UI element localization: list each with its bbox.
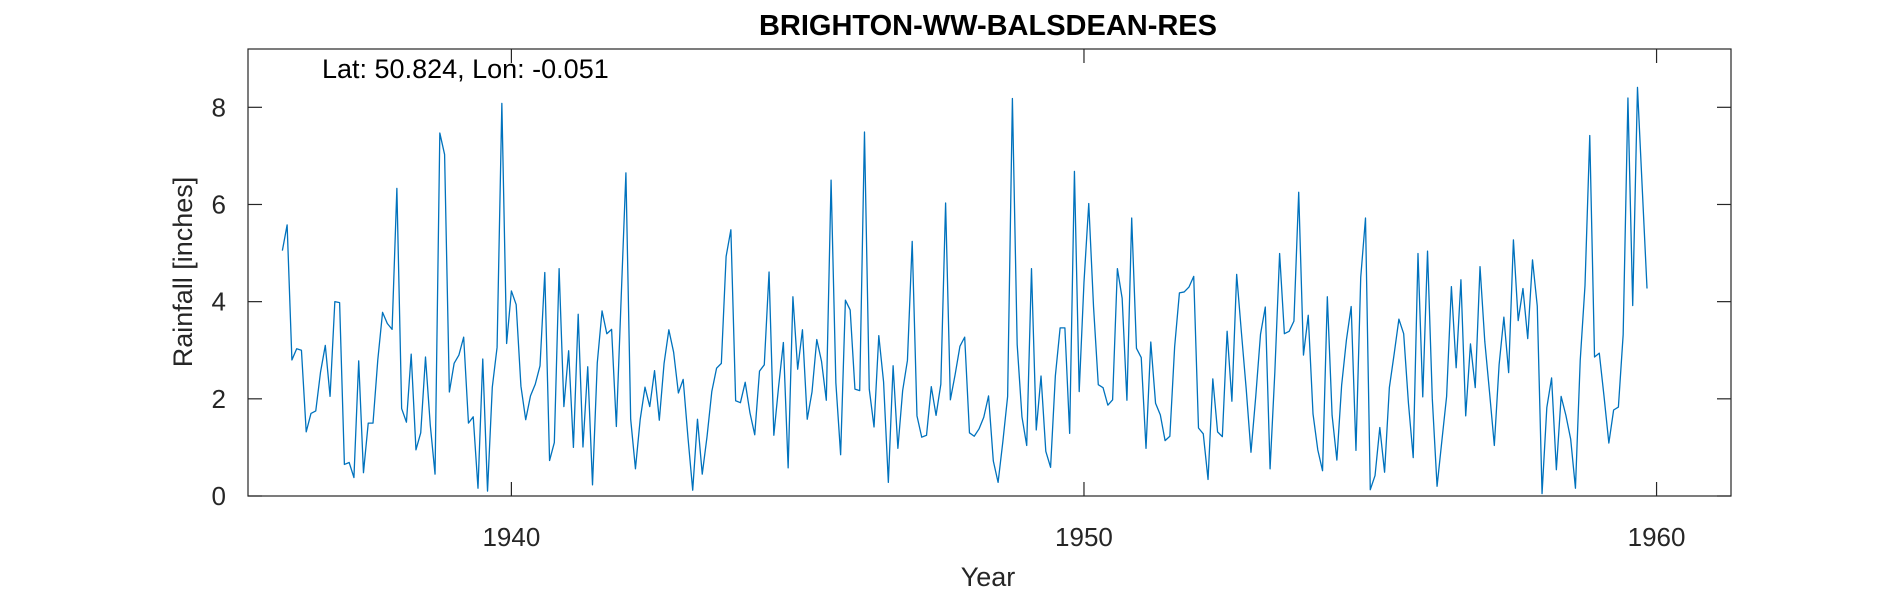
x-tick-label: 1950 <box>1055 522 1113 552</box>
chart-title: BRIGHTON-WW-BALSDEAN-RES <box>759 10 1217 42</box>
y-tick-label: 8 <box>212 92 226 122</box>
rainfall-series-line <box>281 86 1648 495</box>
plot-area: 0 2 4 6 8 1940 1950 1960 <box>212 48 1732 552</box>
location-annotation: Lat: 50.824, Lon: -0.051 <box>322 54 609 84</box>
y-tick-label: 0 <box>212 481 226 511</box>
x-tick-label: 1940 <box>482 522 540 552</box>
plot-frame <box>247 48 1732 497</box>
x-axis: 1940 1950 1960 <box>482 49 1685 552</box>
y-tick-label: 6 <box>212 189 226 219</box>
y-axis-label: Rainfall [inches] <box>168 177 198 368</box>
x-axis-label: Year <box>961 562 1016 591</box>
y-axis: 0 2 4 6 8 <box>212 92 1731 511</box>
y-tick-label: 2 <box>212 384 226 414</box>
x-tick-label: 1960 <box>1628 522 1686 552</box>
y-tick-label: 4 <box>212 287 226 317</box>
